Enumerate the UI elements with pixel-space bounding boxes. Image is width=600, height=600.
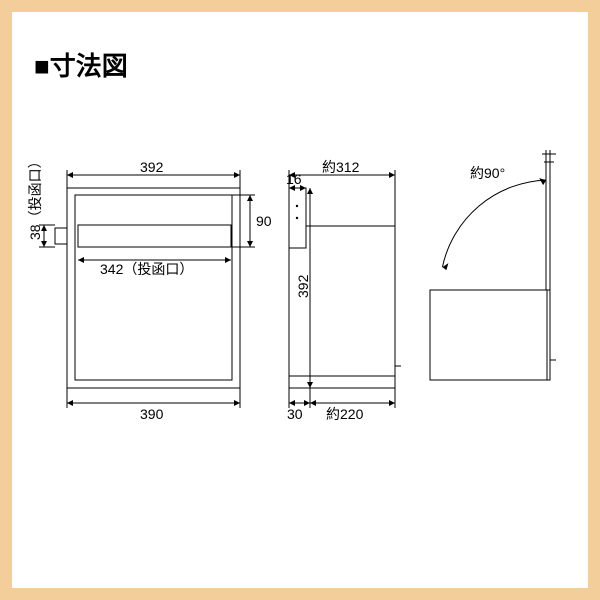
svg-text:30: 30: [287, 406, 303, 422]
svg-text:16: 16: [286, 171, 302, 187]
svg-text:90: 90: [256, 213, 272, 229]
svg-text:392: 392: [140, 159, 164, 175]
svg-text:約90°: 約90°: [470, 165, 505, 181]
svg-text:392: 392: [295, 274, 311, 298]
dimension-drawing: 392 390 342（投函口） 90 38（投函口） 約312 16 392 30 約220 約9…: [0, 0, 600, 600]
svg-text:約220: 約220: [326, 406, 364, 422]
svg-text:38（投函口）: 38（投函口）: [27, 154, 43, 240]
svg-text:342（投函口）: 342（投函口）: [100, 261, 193, 277]
svg-text:390: 390: [140, 406, 164, 422]
svg-text:約312: 約312: [322, 159, 360, 175]
